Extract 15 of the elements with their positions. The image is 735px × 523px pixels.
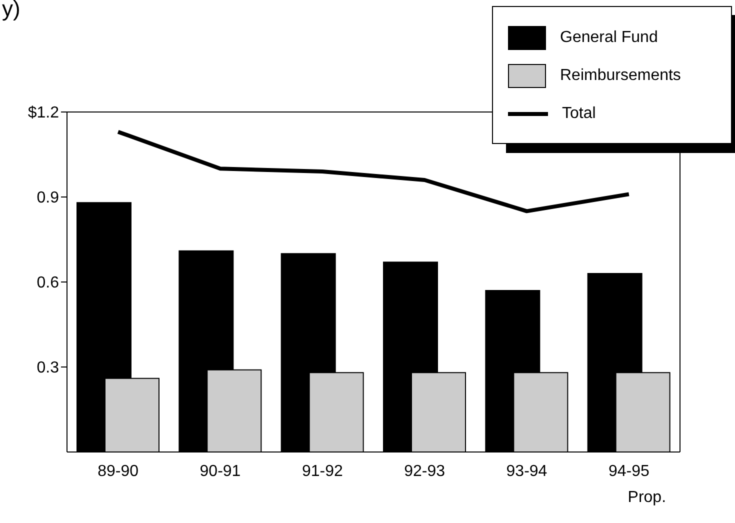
y-tick-label: 0.9: [36, 190, 60, 207]
x-tick-label: 94-95 Prop.: [608, 463, 666, 506]
line-series: [116, 130, 631, 214]
x-tick-label: 90-91: [200, 463, 241, 480]
legend-label: Total: [562, 105, 596, 123]
text: y): [2, 0, 20, 22]
y-tick-label: 0.3: [36, 360, 60, 377]
legend-label: General Fund: [560, 29, 658, 47]
x-tick-label: 91-92: [302, 463, 343, 480]
legend-label: Reimbursements: [560, 67, 681, 85]
y-tick-label: $1.2: [28, 104, 60, 122]
x-tick-label: 92-93: [404, 463, 446, 480]
x-tick-label: 93-94: [506, 463, 548, 480]
y-tick-label: 0.6: [36, 274, 60, 292]
x-tick-label: 89-90: [98, 463, 139, 480]
